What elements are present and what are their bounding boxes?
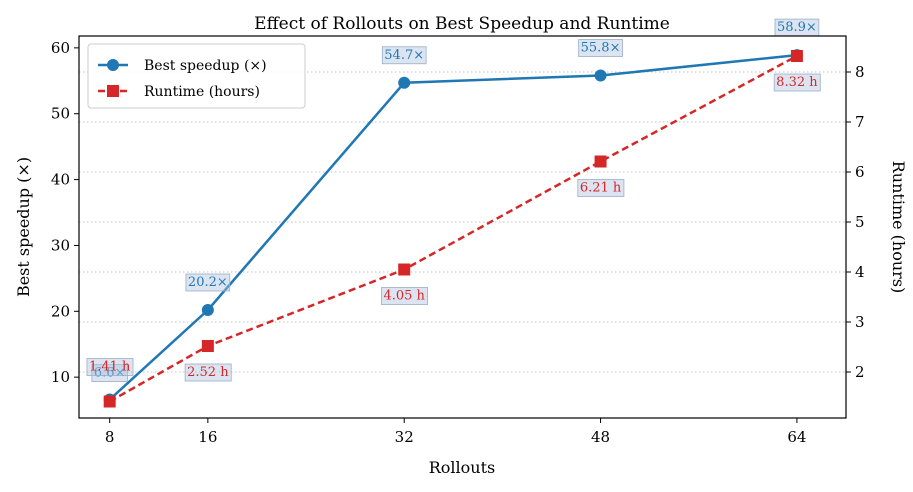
y-tick-label-left: 20	[51, 302, 70, 320]
data-point-runtime	[103, 395, 116, 408]
grid-layer	[79, 71, 846, 373]
data-point-runtime	[594, 155, 607, 168]
x-tick-label: 48	[591, 428, 610, 446]
data-label-runtime: 2.52 h	[187, 365, 229, 380]
y-tick-label-right: 7	[855, 113, 865, 131]
x-tick-label: 32	[395, 428, 414, 446]
y-tick-label-left: 30	[51, 236, 70, 254]
data-label-runtime: 8.32 h	[776, 75, 818, 90]
chart-title: Effect of Rollouts on Best Speedup and R…	[254, 14, 670, 34]
data-label-group: 8.32 h	[773, 73, 821, 92]
x-tick-label: 64	[787, 428, 806, 446]
data-label-box	[184, 363, 232, 382]
data-label-group: 1.41 h	[86, 358, 134, 376]
data-label-runtime: 1.41 h	[89, 360, 131, 375]
y-tick-label-right: 5	[855, 213, 865, 231]
data-label-box	[381, 287, 428, 305]
data-label-box	[773, 73, 821, 92]
x-axis-label: Rollouts	[429, 458, 496, 477]
data-labels: 6.6× 20.2× 54.7× 55.8× 58.9× 1.41 h 2.52 h 4.05…	[86, 18, 821, 382]
y-tick-label-right: 8	[855, 63, 865, 81]
data-label-group: 4.05 h	[381, 287, 428, 305]
data-label-box	[577, 179, 625, 197]
x-tick-label: 16	[198, 428, 217, 446]
data-label-group: 20.2×	[185, 273, 231, 292]
data-point-speedup	[201, 303, 214, 316]
data-point-speedup	[594, 69, 607, 82]
y-tick-label-right: 3	[855, 313, 865, 331]
data-point-runtime	[201, 340, 214, 352]
data-point-runtime	[398, 263, 411, 276]
data-label-speedup: 20.2×	[188, 275, 228, 290]
y-tick-label-left: 50	[51, 105, 70, 123]
legend-marker-speedup	[107, 59, 119, 71]
x-tick-label: 8	[105, 428, 115, 446]
legend-marker-runtime	[107, 85, 119, 97]
axes: 8 16 32 48 64 10 20 30 40 50 60 2 3 4 5 6 7 8	[51, 39, 865, 446]
legend-label-runtime: Runtime (hours)	[144, 84, 260, 100]
legend-box	[87, 43, 306, 109]
data-label-box	[381, 46, 427, 65]
data-label-group: 55.8×	[578, 39, 623, 57]
y-tick-label-left: 10	[51, 368, 70, 386]
y-tick-label-right: 4	[855, 263, 865, 281]
data-label-group: 54.7×	[381, 46, 427, 65]
y-axis-label-right: Runtime (hours)	[889, 161, 908, 294]
data-point-speedup	[398, 76, 411, 89]
data-point-runtime	[790, 50, 803, 62]
data-label-speedup: 54.7×	[384, 48, 424, 63]
y-tick-label-right: 2	[855, 363, 865, 381]
legend-label-speedup: Best speedup (×)	[144, 58, 267, 74]
data-label-speedup: 58.9×	[777, 20, 817, 35]
data-label-box	[91, 364, 128, 382]
data-label-box	[578, 39, 623, 57]
y-tick-label-left: 60	[51, 39, 70, 57]
series-layer	[103, 49, 803, 408]
data-label-runtime: 4.05 h	[383, 289, 425, 304]
data-label-runtime: 6.21 h	[580, 181, 622, 196]
y-axis-label-left: Best speedup (×)	[14, 157, 33, 297]
data-label-group: 58.9×	[774, 18, 820, 37]
data-label-box	[185, 273, 231, 292]
data-label-speedup: 55.8×	[581, 41, 621, 56]
plot-frame	[78, 35, 847, 419]
data-label-group: 6.21 h	[577, 179, 625, 197]
data-label-group: 2.52 h	[184, 363, 232, 382]
y-tick-label-right: 6	[855, 163, 865, 181]
data-label-group: 6.6×	[91, 364, 128, 382]
y-tick-label-left: 40	[51, 171, 70, 189]
data-label-speedup: 6.6×	[94, 366, 126, 381]
legend: Best speedup (×) Runtime (hours)	[87, 43, 306, 109]
data-label-box	[86, 358, 134, 376]
